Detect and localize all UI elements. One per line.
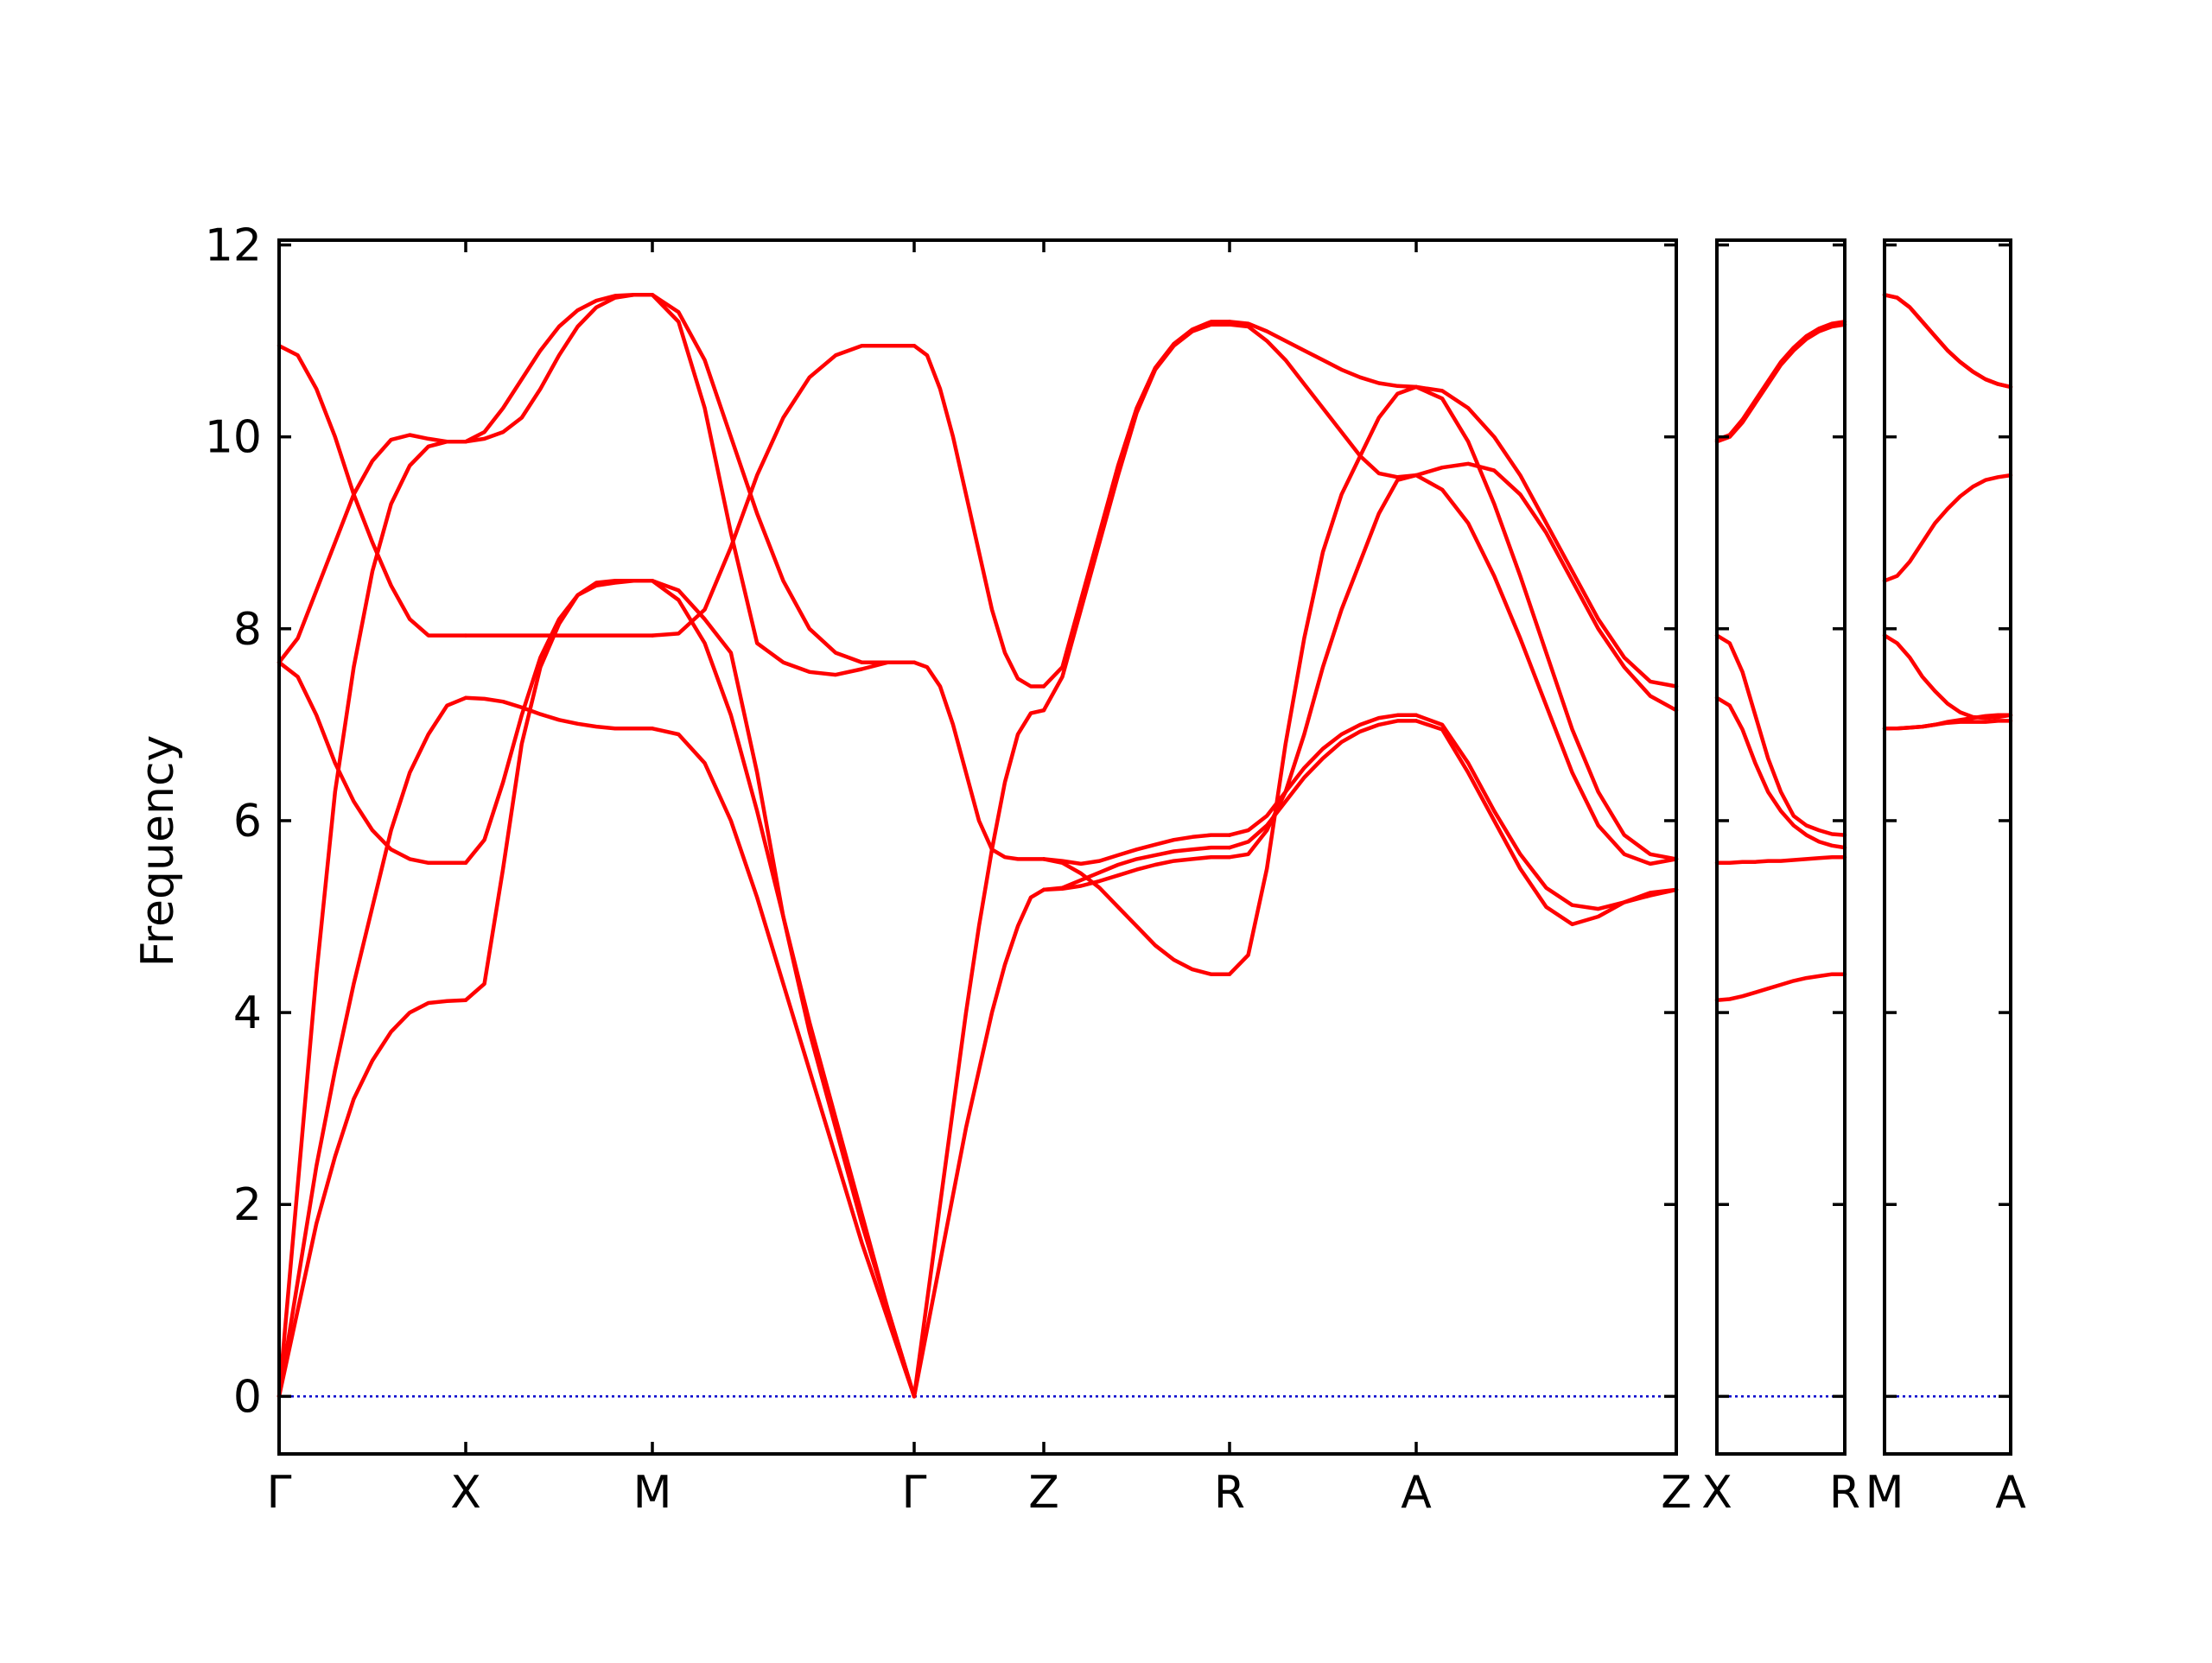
band-line [1882, 293, 2013, 390]
y-tick-label: 2 [233, 1179, 262, 1231]
band-line [1714, 972, 1847, 1002]
band-line [1714, 854, 1847, 866]
band-line [463, 579, 655, 1002]
band-line [912, 887, 1046, 1399]
band-line [912, 660, 1046, 861]
band-line [1041, 833, 1232, 866]
y-axis-label: Frequency [132, 735, 184, 968]
x-tick-label: R [1214, 1467, 1245, 1519]
band-line [1414, 719, 1679, 927]
band-line [1414, 713, 1679, 911]
y-tick-label: 12 [205, 220, 262, 272]
band-line [276, 343, 468, 638]
band-line [1714, 695, 1847, 850]
x-tick-label: X [1701, 1467, 1732, 1519]
x-tick-label: R [1829, 1467, 1860, 1519]
band-line [1882, 473, 2013, 583]
band-line [1041, 857, 1232, 976]
band-line [463, 579, 655, 866]
band-line [912, 708, 1046, 1399]
panel-frame [1715, 238, 1847, 1456]
band-line [1041, 854, 1232, 892]
band-line [1227, 320, 1419, 390]
x-tick-label: Z [1661, 1467, 1692, 1519]
band-line [1414, 461, 1679, 713]
band-line [650, 293, 917, 664]
band-line [1041, 320, 1232, 689]
band-line [650, 293, 917, 677]
band-line [1041, 322, 1232, 713]
band-line [276, 695, 468, 1399]
x-tick-label: Γ [267, 1467, 292, 1519]
x-tick-label: Z [1028, 1467, 1059, 1519]
band-line [650, 579, 917, 1399]
band-line [1714, 322, 1847, 444]
band-line [276, 660, 468, 866]
band-line [1227, 719, 1419, 850]
band-line [1227, 384, 1419, 976]
band-line [1414, 473, 1679, 866]
band-line [912, 343, 1046, 689]
y-tick-label: 4 [233, 987, 262, 1039]
band-line [1882, 293, 2013, 390]
band-line [1227, 473, 1419, 860]
band-line [1882, 633, 2013, 720]
y-tick-label: 0 [233, 1371, 262, 1423]
x-tick-label: M [1866, 1467, 1904, 1519]
band-line [276, 433, 468, 664]
x-tick-label: A [1401, 1467, 1432, 1519]
panel-frame [277, 238, 1678, 1456]
band-line [463, 293, 655, 444]
band-line [1414, 384, 1679, 861]
panel-frame [1883, 238, 2012, 1456]
y-tick-label: 8 [233, 604, 262, 656]
x-tick-label: M [633, 1467, 672, 1519]
band-line [276, 998, 468, 1399]
band-line [650, 343, 917, 638]
band-line [650, 727, 917, 1399]
band-line [1714, 320, 1847, 442]
band-line [1227, 713, 1419, 837]
y-tick-label: 10 [205, 412, 262, 464]
y-tick-label: 6 [233, 796, 262, 847]
band-line [463, 695, 655, 731]
band-line [1227, 322, 1419, 479]
band-line [1041, 845, 1232, 892]
x-tick-label: A [1995, 1467, 2026, 1519]
x-tick-label: X [450, 1467, 481, 1519]
x-tick-label: Γ [902, 1467, 927, 1519]
band-line [1414, 384, 1679, 689]
band-line [276, 439, 468, 1399]
band-line [1714, 633, 1847, 837]
